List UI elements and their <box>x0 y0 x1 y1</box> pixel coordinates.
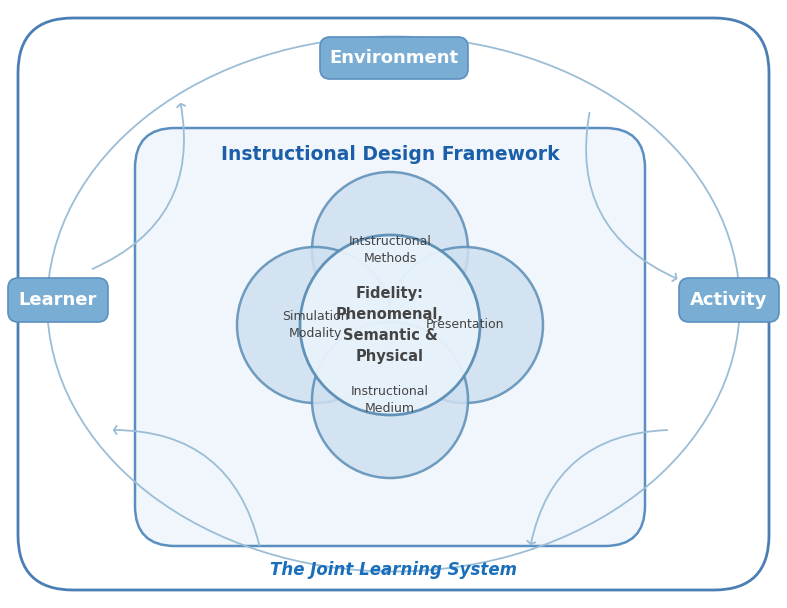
Circle shape <box>387 247 543 403</box>
Text: Environment: Environment <box>330 49 459 67</box>
FancyBboxPatch shape <box>18 18 769 590</box>
FancyBboxPatch shape <box>320 37 468 79</box>
Circle shape <box>312 172 468 328</box>
Text: Instructional
Medium: Instructional Medium <box>351 385 429 415</box>
Text: Learner: Learner <box>19 291 97 309</box>
Circle shape <box>312 322 468 478</box>
Text: Fidelity:
Phenomenal,
Semantic &
Physical: Fidelity: Phenomenal, Semantic & Physica… <box>336 286 444 364</box>
Text: Instructional Design Framework: Instructional Design Framework <box>220 145 560 165</box>
Text: The Joint Learning System: The Joint Learning System <box>270 561 517 579</box>
FancyBboxPatch shape <box>8 278 108 322</box>
FancyBboxPatch shape <box>679 278 779 322</box>
Text: Simulation
Modality: Simulation Modality <box>282 310 349 340</box>
FancyBboxPatch shape <box>135 128 645 546</box>
Text: Activity: Activity <box>690 291 768 309</box>
Circle shape <box>237 247 393 403</box>
Text: Intstructional
Methods: Intstructional Methods <box>349 235 431 265</box>
Circle shape <box>300 235 480 415</box>
Text: Presentation: Presentation <box>426 319 504 331</box>
